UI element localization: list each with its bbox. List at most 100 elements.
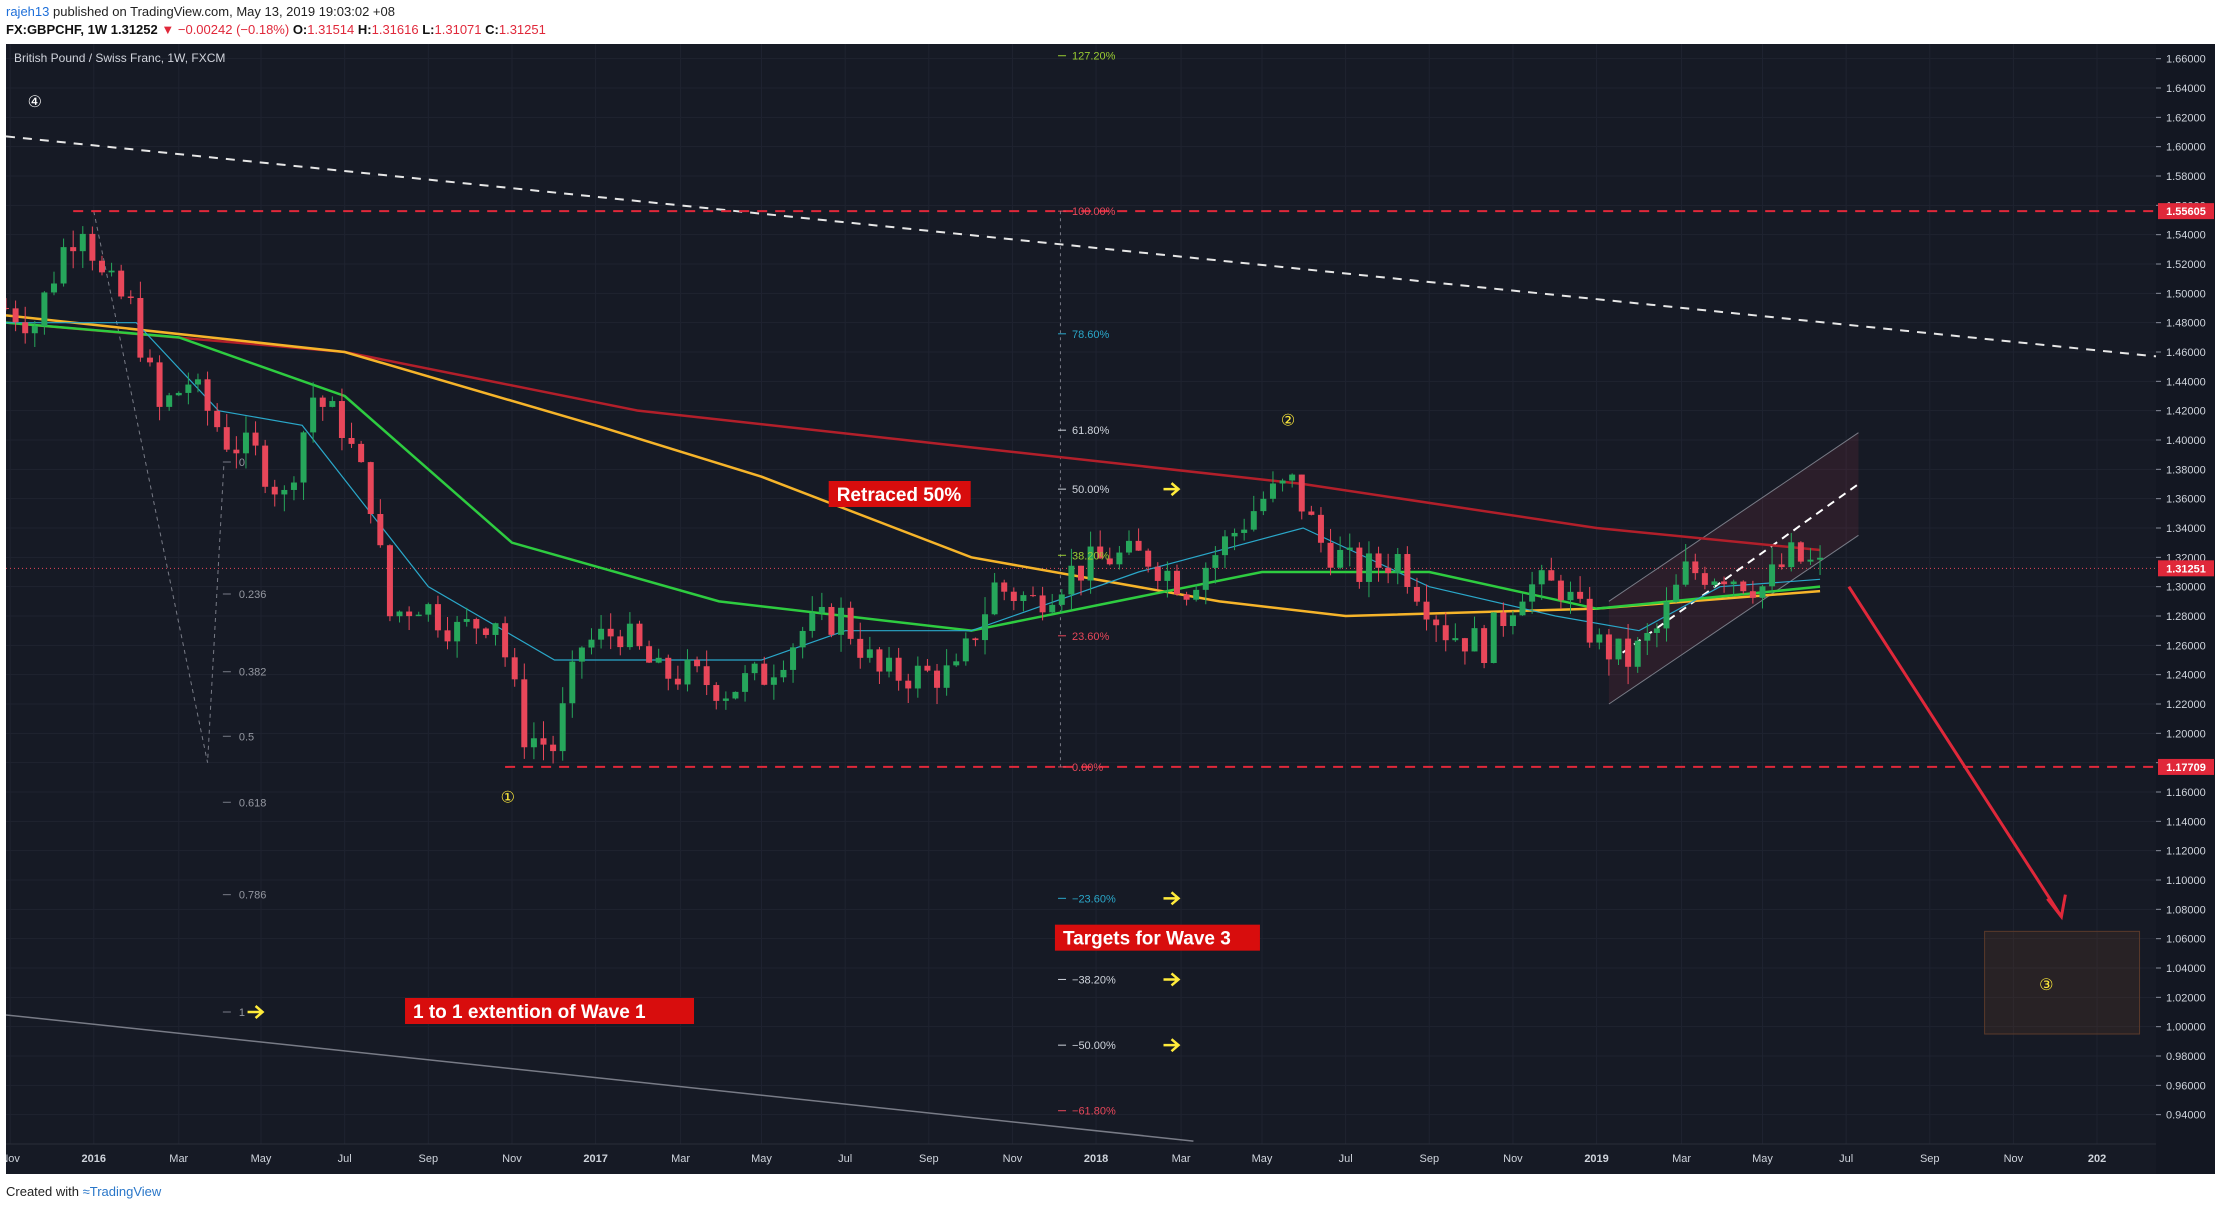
candle-body <box>31 325 38 334</box>
candle-body <box>1260 498 1267 512</box>
candle-body <box>1605 634 1612 660</box>
fib-level-label: 38.20% <box>1072 550 1110 562</box>
y-tick-label: 1.20000 <box>2166 728 2206 740</box>
candle-body <box>1241 529 1248 533</box>
y-tick-label: 1.10000 <box>2166 875 2206 887</box>
moving-average-line <box>6 322 1821 661</box>
x-tick-label: Jul <box>1339 1153 1353 1165</box>
candle-body <box>1164 570 1171 581</box>
candle-body <box>1663 601 1670 629</box>
candle-body <box>1701 573 1708 585</box>
candle-body <box>1125 540 1132 553</box>
candle-body <box>1442 625 1449 641</box>
candle-body <box>1797 542 1804 562</box>
candle-body <box>348 438 355 444</box>
annotation-box <box>1054 924 1260 951</box>
candle-body <box>12 308 19 323</box>
y-tick-label: 1.60000 <box>2166 142 2206 154</box>
fib-level-label: −50.00% <box>1072 1040 1116 1052</box>
price-change: −0.00242 (−0.18%) <box>177 22 290 37</box>
x-tick-label: Sep <box>419 1153 439 1165</box>
candle-body <box>1577 591 1584 599</box>
candle-body <box>694 659 701 667</box>
candle-body <box>1586 598 1593 643</box>
candle-body <box>1817 557 1824 560</box>
y-tick-label: 1.42000 <box>2166 406 2206 418</box>
candle-body <box>1759 586 1766 598</box>
x-tick-label: Mar <box>1672 1153 1691 1165</box>
candle-body <box>434 604 441 631</box>
candle-body <box>233 449 240 454</box>
candle-body <box>1337 549 1344 568</box>
last-price: 1.31252 <box>110 22 158 37</box>
candle-body <box>655 657 662 663</box>
chart-svg[interactable]: 0 0.236 0.382 0.5 0.618 0.786 1 127.20% 100.00%… <box>0 44 2215 1174</box>
price-badge-label: 1.17709 <box>2166 762 2206 774</box>
candle-body <box>924 665 931 671</box>
candle-body <box>1327 542 1334 568</box>
candle-body <box>1711 581 1718 585</box>
price-axis: 1.660001.640001.620001.600001.580001.560… <box>2156 54 2214 1122</box>
fib-ext-label: 0.236 <box>239 589 267 601</box>
x-tick-label: Sep <box>919 1153 939 1165</box>
candle-body <box>1001 582 1008 592</box>
candle-body <box>598 628 605 640</box>
candle-body <box>1173 570 1180 595</box>
candle-body <box>540 738 547 745</box>
forecast-arrow-head <box>2046 894 2067 921</box>
candle-body <box>329 401 336 407</box>
candle-body <box>367 462 374 515</box>
y-tick-label: 0.96000 <box>2166 1080 2206 1092</box>
fib-ext-label: 0.786 <box>239 890 267 902</box>
y-tick-label: 1.14000 <box>2166 816 2206 828</box>
ohlc-bar: FX:GBPCHF, 1W 1.31252 ▼ −0.00242 (−0.18%… <box>6 22 546 37</box>
candle-body <box>972 638 979 641</box>
x-tick-label: 2017 <box>583 1153 607 1165</box>
fib-ext-label: 0 <box>239 457 245 469</box>
publish-info: rajeh13 published on TradingView.com, Ma… <box>6 4 395 19</box>
fib-level-label: −23.60% <box>1072 893 1116 905</box>
close-value: 1.31251 <box>498 22 546 37</box>
candle-body <box>943 665 950 688</box>
tradingview-link[interactable]: TradingView <box>89 1184 162 1199</box>
candle-body <box>3 308 9 309</box>
candle-body <box>194 379 201 385</box>
candle-body <box>780 669 787 678</box>
wave-label: ④ <box>28 94 42 111</box>
fib-level-label: −61.80% <box>1072 1106 1116 1118</box>
candle-body <box>751 663 758 674</box>
candle-body <box>1289 474 1296 481</box>
fib-retracement: 127.20% 100.00% 78.60% 61.80% 50.00% 38.20% 23… <box>247 51 1181 1118</box>
candle-body <box>377 514 384 546</box>
candle-body <box>530 738 537 748</box>
candle-body <box>1135 540 1142 551</box>
x-tick-label: Nov <box>2004 1153 2024 1165</box>
candle-body <box>828 606 835 635</box>
candle-body <box>617 636 624 648</box>
x-tick-label: 202 <box>2088 1153 2106 1165</box>
candle-body <box>118 270 125 297</box>
y-tick-label: 1.06000 <box>2166 934 2206 946</box>
candle-body <box>521 679 528 748</box>
price-axis-background[interactable] <box>2156 44 2215 1174</box>
author-link[interactable]: rajeh13 <box>6 4 50 19</box>
candle-body <box>799 630 806 648</box>
x-tick-label: May <box>251 1153 272 1165</box>
price-badge <box>2158 560 2214 577</box>
candle-body <box>1423 601 1430 620</box>
y-tick-label: 0.94000 <box>2166 1110 2206 1122</box>
x-tick-label: Mar <box>671 1153 690 1165</box>
candle-body <box>108 270 115 273</box>
y-tick-label: 1.52000 <box>2166 259 2206 271</box>
candle-body <box>463 619 470 622</box>
chart-area[interactable]: 0 0.236 0.382 0.5 0.618 0.786 1 127.20% 100.00%… <box>0 44 2215 1174</box>
forecast-arrow <box>1847 585 2063 918</box>
price-badge-label: 1.55605 <box>2166 206 2206 218</box>
open-value: 1.31514 <box>307 22 355 37</box>
annotation-text: 1 to 1 extention of Wave 1 <box>413 1002 646 1023</box>
yellow-arrow-icon <box>247 1005 265 1019</box>
candle-body <box>1106 558 1113 565</box>
y-tick-label: 1.30000 <box>2166 582 2206 594</box>
candle-body <box>156 362 163 407</box>
fib-ext-label: 0.5 <box>239 731 254 743</box>
